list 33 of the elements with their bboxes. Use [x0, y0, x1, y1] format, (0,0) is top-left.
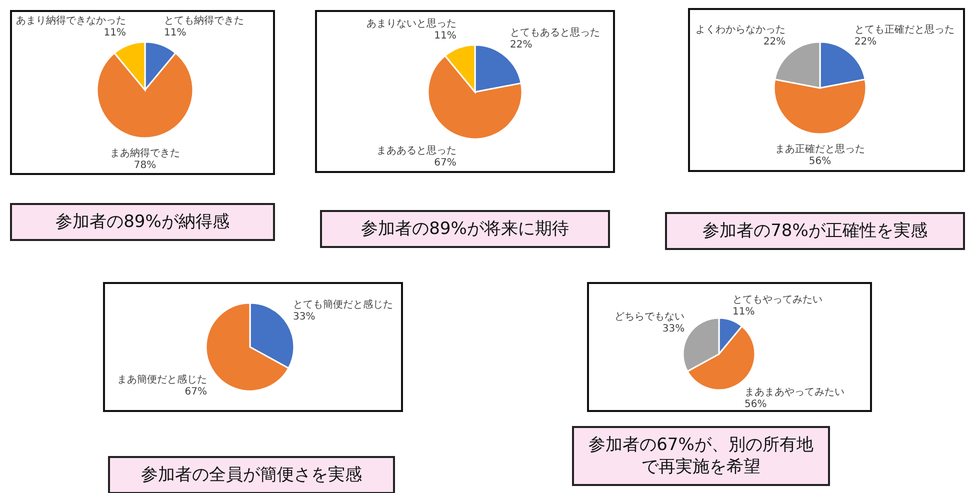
data-label: 22% — [510, 40, 532, 51]
data-label: 11% — [732, 306, 755, 318]
data-label: 33% — [662, 324, 685, 335]
slice-label: あまりないと思った — [366, 18, 456, 30]
slice-label: どちらでもない — [614, 312, 685, 323]
slice-label: まあまあやってみたい — [744, 386, 844, 398]
slice-label: まあ簡便だと感じた — [116, 373, 207, 386]
slice-label: よくわからなかった — [696, 24, 786, 36]
slice-label: とても正確だと思った — [854, 24, 954, 36]
data-label: 11% — [164, 27, 186, 38]
data-label: 11% — [104, 27, 126, 38]
data-label: 11% — [434, 30, 456, 42]
slice-label: あまり納得できなかった — [16, 14, 126, 26]
slice-label: とてもやってみたい — [732, 294, 823, 306]
slice-label: まあ正確だと思った — [775, 144, 865, 155]
data-label: 56% — [744, 398, 767, 410]
data-label: 67% — [184, 386, 207, 398]
data-label: 67% — [434, 158, 456, 169]
data-label: 78% — [134, 160, 156, 171]
slice-label: とても納得できた — [164, 14, 244, 26]
data-label: 56% — [808, 156, 832, 167]
slice-label: とてもあると思った — [510, 28, 600, 39]
slice-label: まああると思った — [376, 146, 456, 157]
text: 参加者の全員が簡便さを実感 — [108, 456, 395, 493]
text: 参加者の67%が、別の所有地で再実施を希望 — [572, 426, 830, 486]
text: 参加者の89%が納得感 — [10, 203, 275, 241]
slice-label: とても簡便だと感じた — [293, 298, 394, 311]
text: 参加者の78%が正確性を実感 — [665, 212, 965, 250]
slice-label: まあ納得できた — [110, 147, 180, 159]
data-label: 33% — [293, 312, 316, 323]
text: 参加者の89%が将来に期待 — [320, 210, 610, 248]
data-label: 22% — [763, 36, 786, 48]
data-label: 22% — [854, 36, 877, 48]
